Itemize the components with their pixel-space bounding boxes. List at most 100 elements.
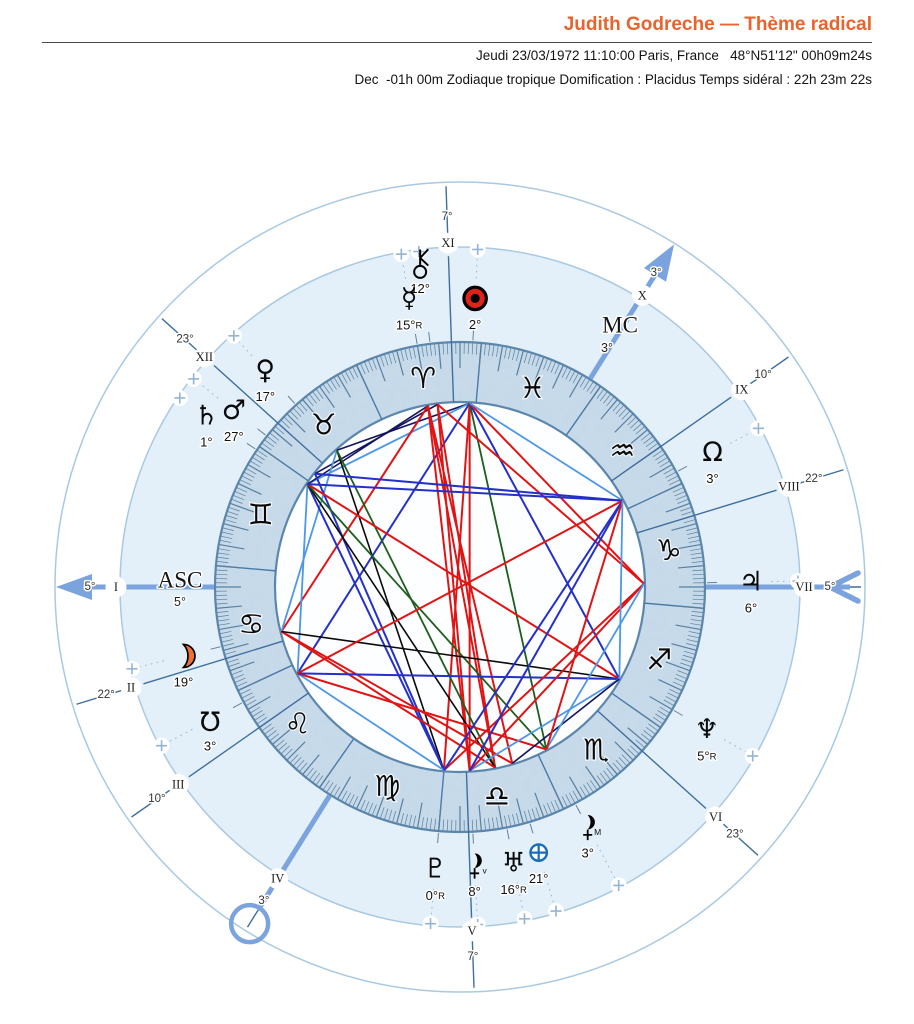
tick-1deg bbox=[360, 363, 366, 375]
planet-moon: 19° bbox=[172, 643, 196, 691]
tick-1deg bbox=[621, 754, 631, 764]
house-xii-cusp bbox=[161, 318, 323, 464]
lilith_true-ring-tick bbox=[472, 833, 474, 844]
tick-1deg bbox=[615, 404, 625, 415]
tick-5deg bbox=[627, 727, 649, 745]
tick-1deg bbox=[691, 561, 704, 563]
tick-1deg bbox=[231, 670, 243, 676]
lilith_mean-ring-tick bbox=[575, 804, 582, 815]
tick-1deg bbox=[305, 396, 314, 407]
tick-1deg bbox=[383, 808, 389, 821]
house-numeral: II bbox=[127, 681, 135, 695]
tick-1deg bbox=[216, 561, 229, 563]
tick-1deg bbox=[228, 662, 240, 668]
house-numeral-chip bbox=[267, 868, 289, 890]
tick-5deg bbox=[355, 364, 368, 389]
tick-1deg bbox=[264, 439, 275, 448]
tick-1deg bbox=[217, 552, 230, 555]
saturn-icon: ♄ bbox=[194, 400, 218, 431]
tick-1deg bbox=[527, 809, 532, 822]
planet-lilith_mean: M3° bbox=[580, 814, 601, 862]
house-numeral: V bbox=[467, 924, 476, 938]
tick-1deg bbox=[569, 370, 576, 382]
tick-1deg bbox=[236, 487, 248, 493]
aspect-sextile-lilith_true-neptune bbox=[469, 678, 620, 772]
tick-1deg bbox=[315, 388, 324, 399]
tick-1deg bbox=[667, 692, 679, 699]
tick-1deg bbox=[329, 784, 337, 795]
tick-1deg bbox=[579, 786, 587, 798]
tick-5deg bbox=[271, 727, 293, 745]
tick-1deg bbox=[215, 598, 228, 601]
house-degree: 23° bbox=[176, 333, 193, 345]
house-numeral-chip bbox=[731, 379, 753, 401]
north_node-ring-tick bbox=[677, 465, 688, 472]
tick-1deg bbox=[586, 782, 594, 793]
house-numeral: III bbox=[172, 777, 185, 791]
house-cusp-extension bbox=[161, 318, 199, 352]
house-numeral-chip bbox=[193, 346, 215, 368]
planet-part_of_fortune: 21° bbox=[527, 843, 550, 888]
lilith-cross bbox=[583, 829, 593, 841]
tick-1deg bbox=[254, 713, 265, 721]
tick-1deg bbox=[252, 710, 263, 718]
aspect-trine-saturn-north_node bbox=[307, 483, 623, 502]
tick-1deg bbox=[652, 717, 664, 725]
retrograde-flag: R bbox=[710, 751, 717, 762]
moon-icon bbox=[181, 643, 196, 669]
tick-1deg bbox=[590, 383, 598, 395]
tick-1deg bbox=[496, 817, 499, 830]
sun-degree-label: 2° bbox=[469, 317, 481, 332]
tick-1deg bbox=[217, 548, 230, 551]
house-numeral-chip bbox=[167, 773, 189, 795]
house-degree: 22° bbox=[97, 689, 114, 701]
tick-1deg bbox=[388, 352, 393, 365]
tick-1deg bbox=[508, 814, 512, 827]
house-degree: 10° bbox=[148, 793, 165, 805]
tick-1deg bbox=[216, 611, 229, 613]
tick-1deg bbox=[508, 347, 512, 360]
house-cusp-extension bbox=[131, 788, 173, 818]
aspect-opposition-saturn-neptune bbox=[306, 483, 620, 680]
house-cusp-extension bbox=[721, 822, 759, 856]
tick-1deg bbox=[299, 762, 308, 773]
tick-1deg bbox=[635, 426, 646, 435]
tick-1deg bbox=[280, 745, 290, 755]
retrograde-flag: R bbox=[520, 884, 527, 895]
lilith_mean-degree-label: 3° bbox=[581, 846, 593, 861]
dsc-fletching bbox=[827, 570, 861, 590]
aspect-semisquare-part_of_fortune-neptune bbox=[511, 678, 620, 765]
aspect-sextile-sun-saturn bbox=[307, 402, 471, 485]
tick-1deg bbox=[691, 615, 704, 618]
aspect-trine-south_node-neptune bbox=[297, 672, 620, 680]
tick-1deg bbox=[224, 519, 237, 524]
zodiac-signs: ♈ ♉ ♊ ♋ ♌ ♍ ♎ ♏ ♐ ♑ ♒ ♓ bbox=[237, 360, 683, 814]
tick-1deg bbox=[648, 442, 659, 451]
house-viii-label: VIII 22° bbox=[777, 471, 824, 497]
tick-1deg bbox=[266, 435, 277, 444]
tick-1deg bbox=[392, 351, 397, 364]
moon-ring-tick bbox=[210, 646, 221, 650]
tick-1deg bbox=[261, 442, 272, 451]
tick-1deg bbox=[635, 739, 646, 748]
mercury-icon: ☿ bbox=[401, 283, 418, 314]
tick-1deg bbox=[690, 623, 703, 626]
house-cusp-line bbox=[611, 396, 732, 482]
tick-1deg bbox=[692, 573, 705, 576]
house-xi-cusp bbox=[445, 186, 455, 403]
tick-1deg bbox=[603, 393, 612, 404]
house-degree: 5° bbox=[825, 581, 836, 593]
tick-1deg bbox=[484, 343, 486, 356]
tick-5deg bbox=[416, 345, 423, 372]
tick-1deg bbox=[295, 759, 305, 770]
tick-1deg bbox=[691, 556, 704, 559]
pluto-ring-tick bbox=[437, 833, 439, 844]
virgo-sign-icon: ♍ bbox=[374, 769, 400, 803]
tick-5deg bbox=[318, 385, 335, 408]
tick-5deg bbox=[534, 356, 545, 382]
part_of_fortune-degree-label: 21° bbox=[529, 871, 549, 886]
tick-1deg bbox=[630, 745, 640, 755]
tick-1deg bbox=[232, 673, 245, 680]
house-cusp-line bbox=[465, 771, 473, 918]
tick-1deg bbox=[586, 381, 594, 392]
